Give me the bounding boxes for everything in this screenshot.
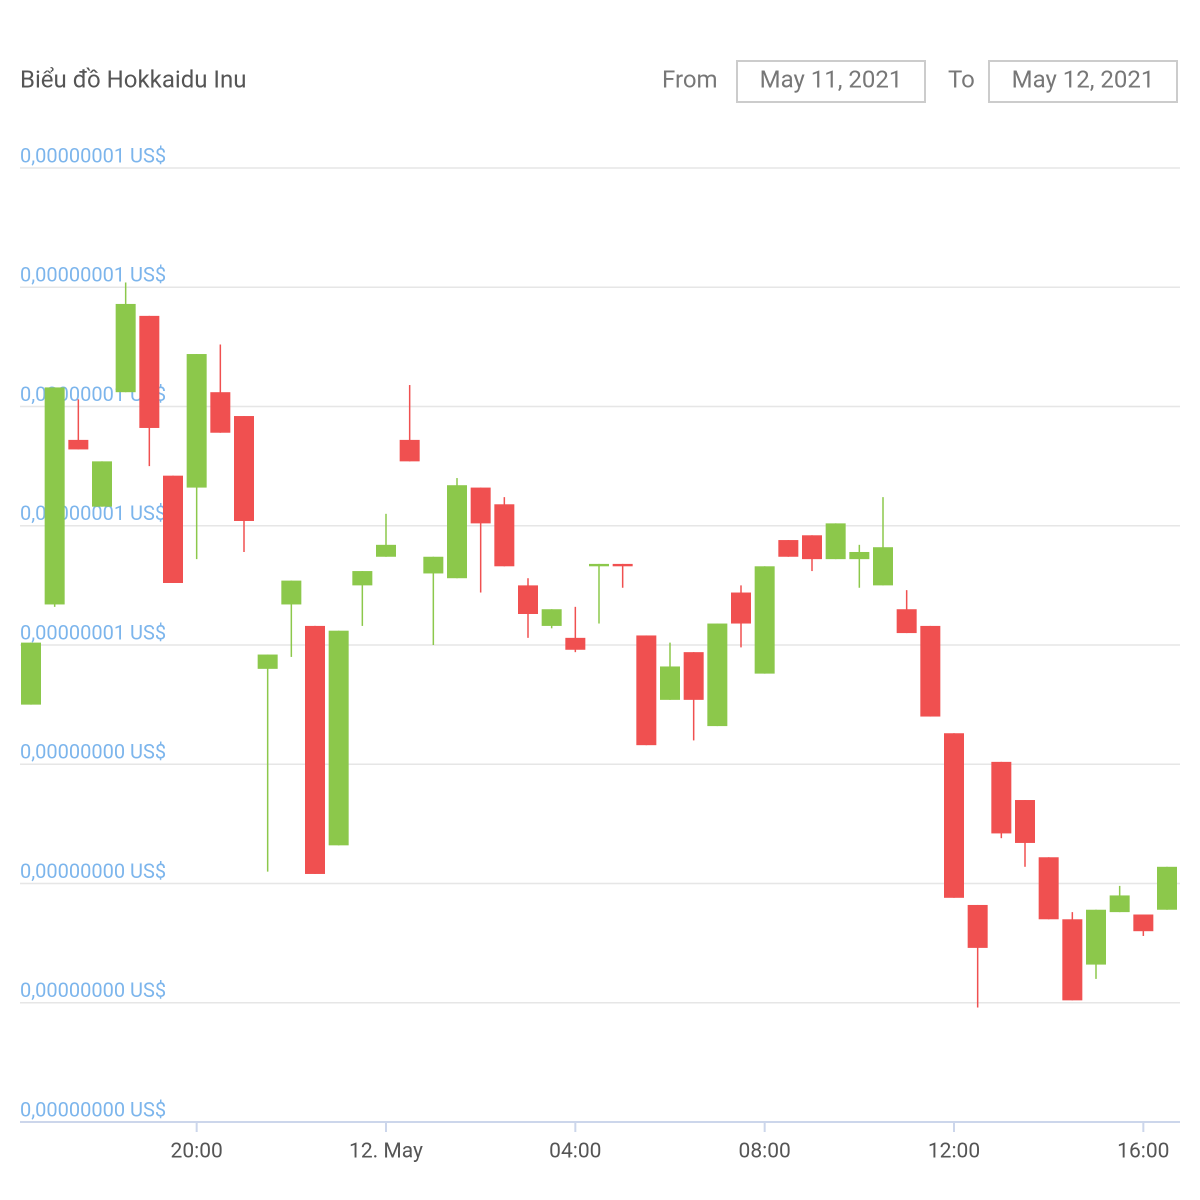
candle-body bbox=[257, 654, 278, 669]
candle-body bbox=[967, 904, 988, 948]
candle-body bbox=[660, 666, 680, 700]
y-tick-label: 0,00000001 US$ bbox=[20, 263, 166, 287]
candle-body bbox=[163, 475, 183, 583]
to-date[interactable]: May 12, 2021 bbox=[1012, 65, 1155, 93]
to-label: To bbox=[948, 65, 975, 93]
candle-body bbox=[44, 387, 65, 605]
candle-body bbox=[991, 761, 1012, 834]
y-tick-label: 0,00000001 US$ bbox=[20, 143, 166, 167]
candle-body bbox=[896, 609, 917, 634]
candle-body bbox=[1133, 914, 1154, 932]
candle-body bbox=[920, 625, 941, 717]
candle-body bbox=[731, 592, 751, 624]
from-date[interactable]: May 11, 2021 bbox=[760, 65, 903, 93]
y-tick-label: 0,00000000 US$ bbox=[20, 740, 166, 764]
candle-body bbox=[1157, 866, 1177, 910]
from-label: From bbox=[662, 65, 718, 93]
candle-body bbox=[470, 487, 491, 524]
y-tick-label: 0,00000001 US$ bbox=[20, 620, 166, 644]
candle-body bbox=[399, 439, 420, 462]
candle-body bbox=[494, 504, 515, 567]
candle-body bbox=[754, 566, 775, 674]
candle-body bbox=[92, 461, 112, 507]
candle-body bbox=[1109, 895, 1130, 913]
candle-body bbox=[186, 354, 207, 488]
x-tick-label: 12. May bbox=[349, 1140, 423, 1164]
candle-body bbox=[589, 563, 609, 567]
y-tick-label: 0,00000000 US$ bbox=[20, 859, 166, 883]
candle-body bbox=[1062, 919, 1083, 1001]
candle-body bbox=[707, 623, 728, 727]
candle-body bbox=[281, 580, 302, 605]
candle-body bbox=[636, 635, 657, 746]
candle-body bbox=[612, 563, 633, 567]
candle-body bbox=[68, 439, 89, 450]
candle-body bbox=[778, 540, 799, 557]
candle-body bbox=[305, 625, 325, 874]
candle-body bbox=[873, 547, 893, 586]
candle-body bbox=[234, 416, 254, 521]
candle-body bbox=[683, 652, 704, 700]
candle-body bbox=[21, 642, 41, 705]
x-tick-label: 20:00 bbox=[171, 1140, 223, 1164]
candle-body bbox=[376, 544, 396, 557]
candle-body bbox=[1015, 800, 1035, 843]
candle-body bbox=[328, 630, 349, 846]
candle-body bbox=[139, 315, 160, 428]
candle-body bbox=[1086, 909, 1106, 965]
x-tick-label: 04:00 bbox=[549, 1140, 601, 1164]
x-tick-label: 08:00 bbox=[739, 1140, 791, 1164]
candle-body bbox=[849, 551, 870, 560]
to-input[interactable] bbox=[988, 60, 1178, 103]
candle-body bbox=[825, 523, 846, 560]
candle-body bbox=[944, 733, 964, 898]
x-tick-label: 12:00 bbox=[928, 1140, 980, 1164]
from-input[interactable] bbox=[736, 60, 926, 103]
candle-body bbox=[802, 535, 822, 560]
candle-body bbox=[115, 303, 136, 393]
candle-body bbox=[447, 485, 467, 579]
candle-body bbox=[1038, 857, 1059, 920]
y-tick-label: 0,00000000 US$ bbox=[20, 1097, 166, 1121]
candle-body bbox=[518, 585, 538, 614]
candle-body bbox=[210, 392, 231, 433]
chart-title: Biểu đồ Hokkaidu Inu bbox=[20, 65, 246, 93]
x-tick-label: 16:00 bbox=[1117, 1140, 1169, 1164]
candle-body bbox=[565, 637, 586, 650]
candle-body bbox=[352, 571, 373, 586]
candle-body bbox=[541, 609, 562, 626]
candle-body bbox=[423, 556, 444, 574]
y-tick-label: 0,00000000 US$ bbox=[20, 978, 166, 1002]
